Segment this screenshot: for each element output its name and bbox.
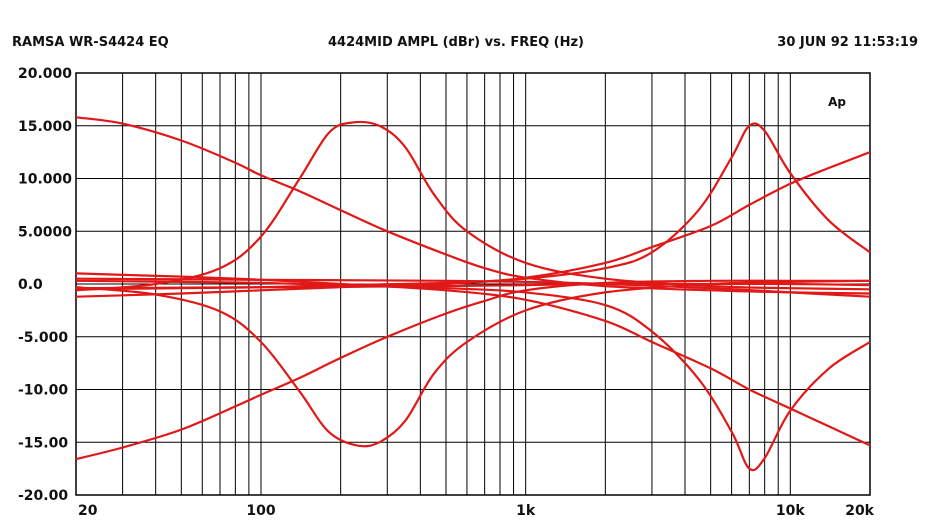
chart-title: 4424MID AMPL (dBr) vs. FREQ (Hz) — [328, 35, 584, 50]
header-timestamp: 30 JUN 92 11:53:19 — [777, 35, 918, 50]
eq-curve-6 — [75, 279, 871, 472]
y-tick-label: -5.000 — [18, 330, 68, 346]
y-tick-label: -10.00 — [18, 383, 68, 399]
x-tick-label: 10k — [776, 503, 805, 519]
x-tick-label: 20 — [78, 503, 98, 519]
header-device: RAMSA WR-S4424 EQ — [12, 35, 169, 50]
y-tick-label: 5.0000 — [18, 224, 72, 240]
y-tick-label: -20.00 — [18, 488, 68, 504]
y-tick-label: 10.000 — [18, 172, 72, 188]
y-tick-label: 15.000 — [18, 119, 72, 135]
x-tick-label: 1k — [516, 503, 536, 519]
x-axis-labels: 20 100 1k 10k 20k — [78, 503, 875, 519]
curves — [75, 116, 871, 472]
eq-curve-10 — [75, 282, 871, 290]
y-tick-label: 0.0 — [18, 277, 43, 293]
eq-curve-7 — [75, 151, 871, 298]
trace-label: Ap — [828, 95, 846, 109]
eq-curve-2 — [75, 279, 870, 461]
x-tick-label: 100 — [246, 503, 275, 519]
x-tick-label: 20k — [845, 503, 874, 519]
y-tick-label: 20.000 — [18, 66, 72, 82]
eq-curve-9 — [75, 277, 871, 298]
y-tick-label: -15.00 — [18, 435, 68, 451]
y-axis-labels: 20.000 15.000 10.000 5.0000 0.0 -5.000 -10.00 -… — [18, 66, 72, 504]
eq-curve-1 — [75, 116, 871, 295]
